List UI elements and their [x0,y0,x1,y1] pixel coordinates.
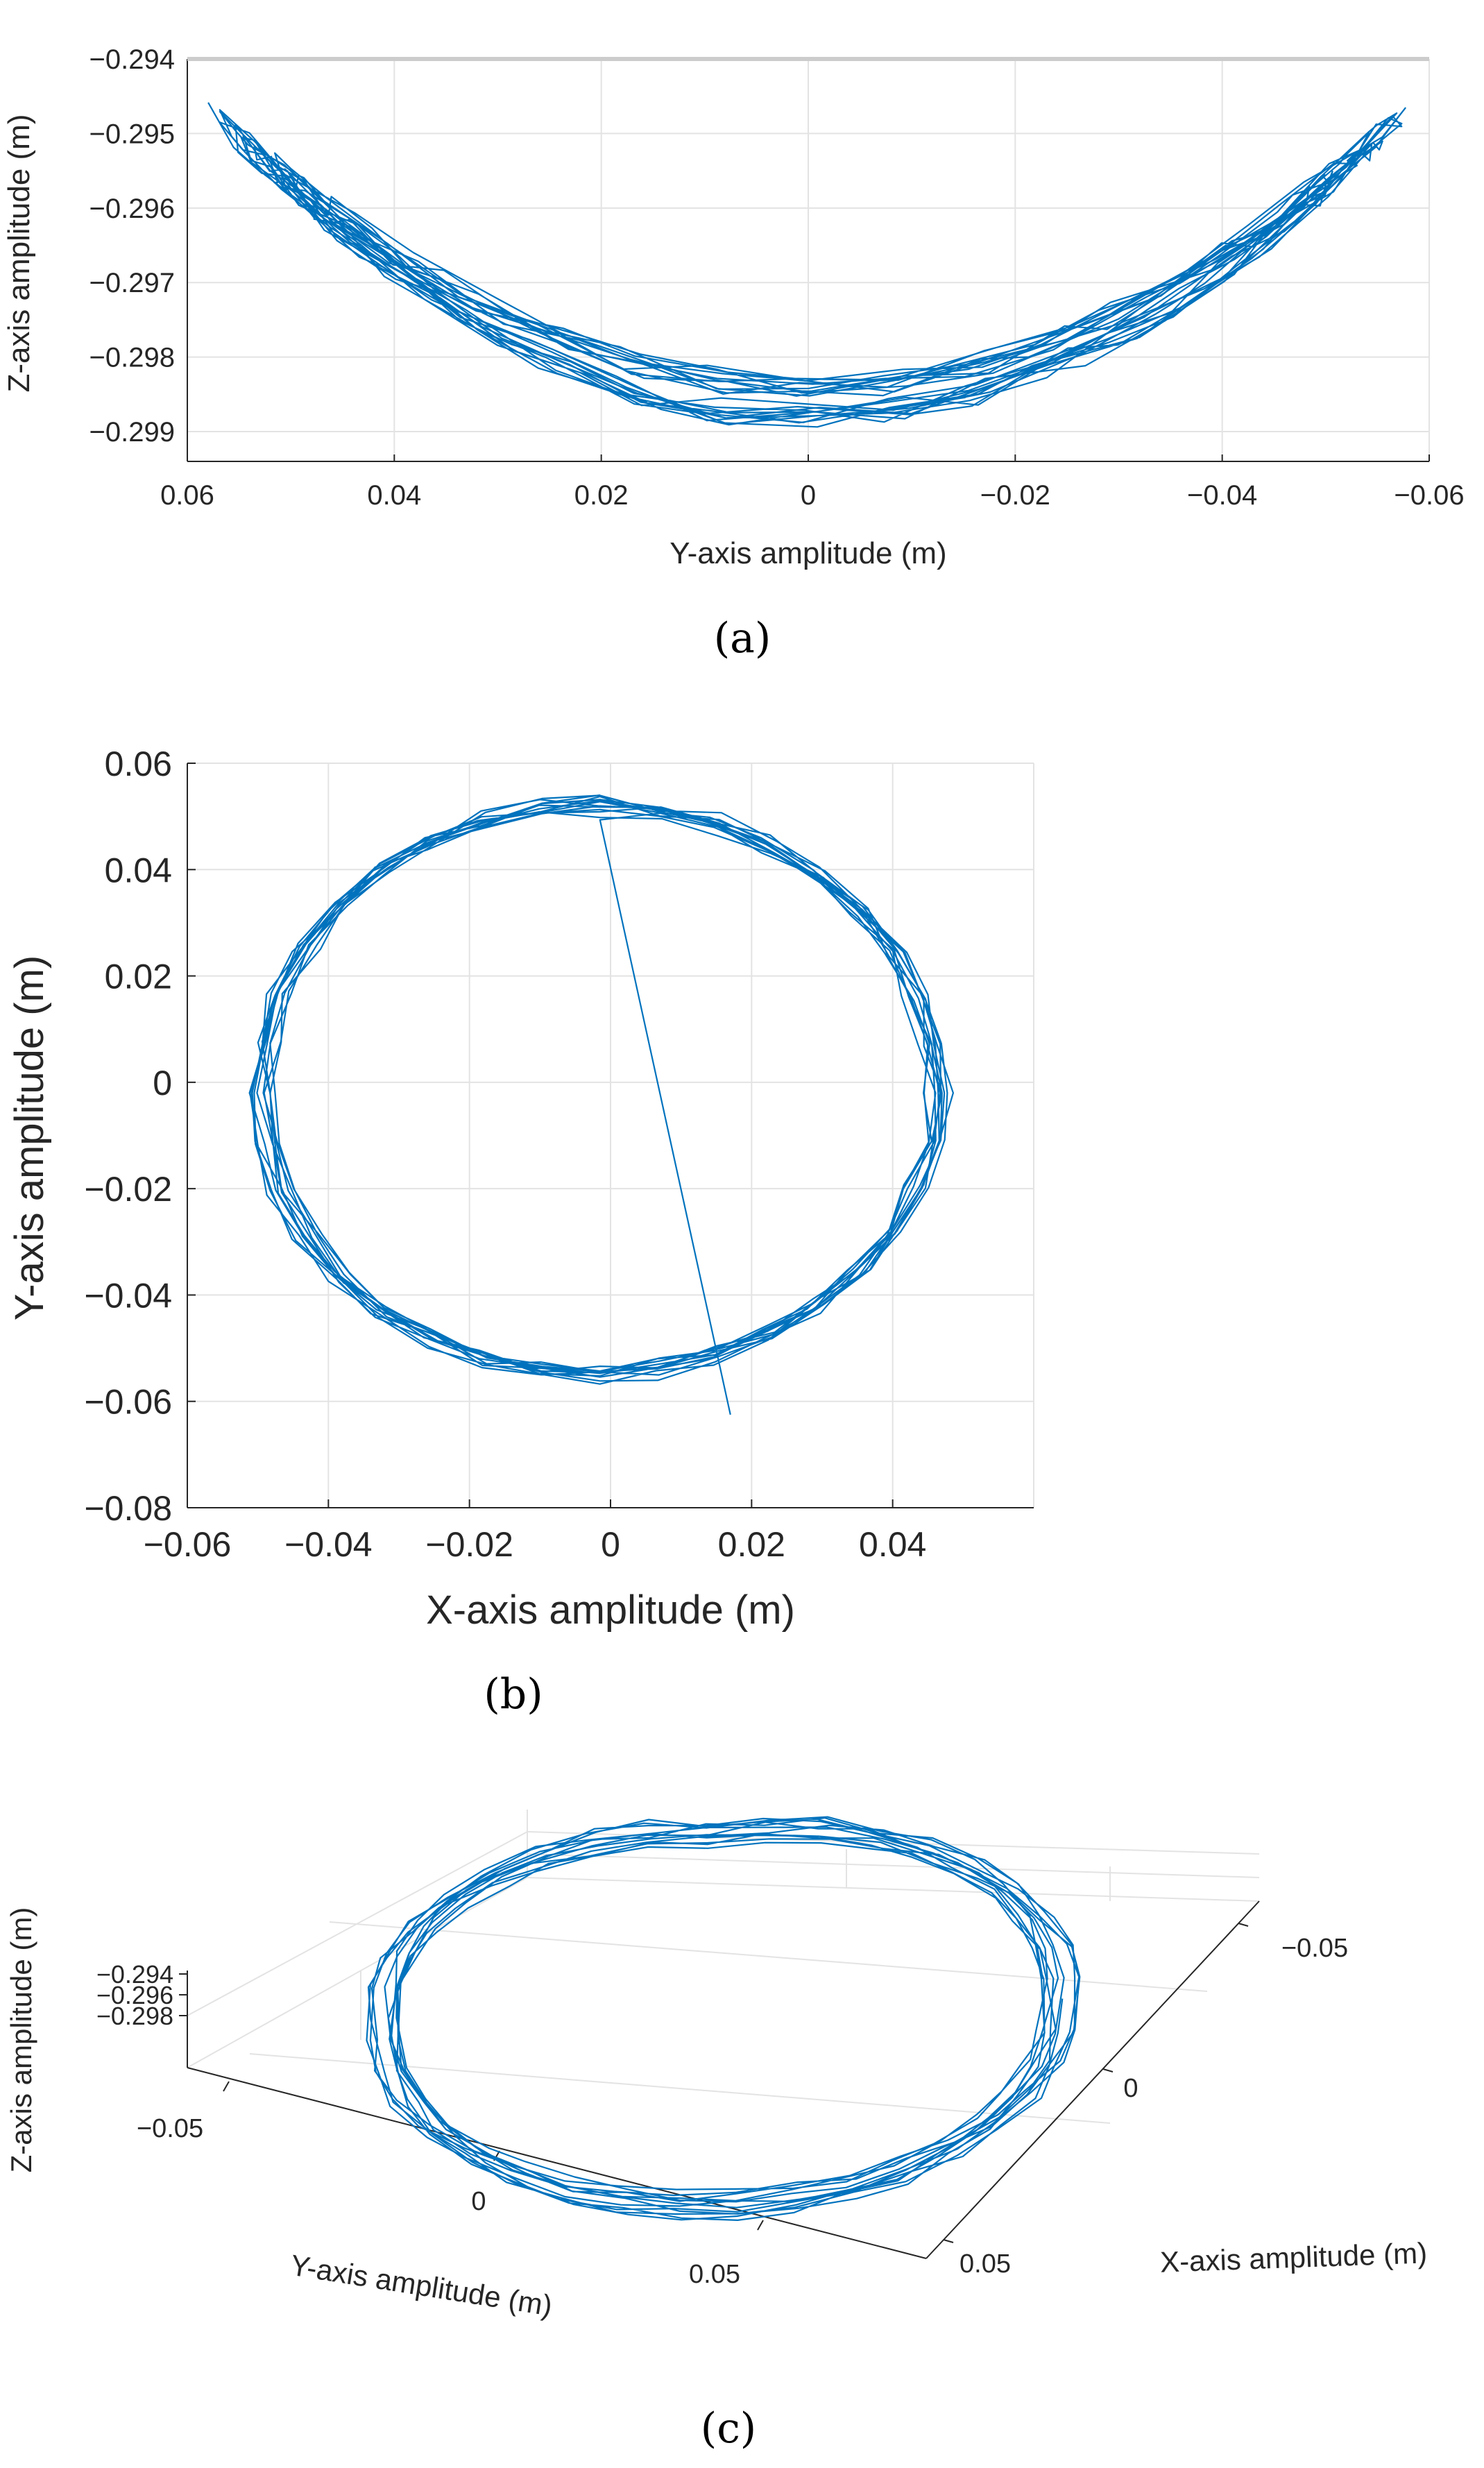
panel-b-ytick-label: 0.02 [105,958,172,996]
panel-b-ytick-label: −0.02 [84,1170,172,1209]
panel-b-xlabel: X-axis amplitude (m) [426,1588,795,1633]
panel-a-trajectory [207,102,1406,428]
panel-b-ylabel: Y-axis amplitude (m) [7,955,52,1320]
panel-b-trajectory [248,794,954,1415]
panel-c-trajectory [366,1816,1081,2221]
panel-b-xtick-label: 0 [601,1525,620,1564]
panel-c-xlabel: X-axis amplitude (m) [1159,2236,1428,2278]
panel-c-3d-box [187,1810,1260,2259]
panel-c-floor-grid [249,2053,1111,2124]
panel-c-side-wall-grid [187,1877,528,2068]
panel-a-xtick-label: 0.06 [160,480,214,511]
panel-a-ytick-label: −0.294 [89,44,175,75]
panel-a-xtick-label: −0.04 [1187,480,1257,511]
panel-c-ytick-label: 0 [471,2187,486,2216]
panel-a-xtick-label: 0 [801,480,816,511]
panel-a-ytick-label: −0.299 [89,417,175,448]
panel-c-zlabel: Z-axis amplitude (m) [5,1907,37,2173]
panel-b: −0.06 −0.04 −0.02 0 0.02 0.04 0.06 0.04 0.02 0 −0.… [7,744,1034,1719]
panel-a-xtick-label: 0.04 [367,480,421,511]
panel-c-ylabel: Y-axis amplitude (m) [288,2249,554,2322]
panel-b-xtick-label: 0.04 [859,1525,926,1564]
panel-c-ztick-label: −0.298 [96,2002,173,2030]
panel-b-xtick-label: −0.06 [144,1525,232,1564]
panel-a-xlabel: Y-axis amplitude (m) [669,536,946,570]
panel-c-caption: (c) [701,2404,756,2453]
panel-c-ztick-label: −0.296 [96,1981,173,2009]
panel-c-floor-grid [329,1921,1208,1992]
panel-c-x-axis [926,1900,1260,2259]
panel-a-xtick-label: 0.02 [574,480,629,511]
panel-b-xtick-label: 0.02 [718,1525,785,1564]
panel-a-caption: (a) [714,614,771,663]
panel-b-ytick-label: −0.08 [84,1489,172,1528]
panel-c-xtick-mark [943,2239,954,2243]
panel-c-back-wall-grid [527,1810,1260,1902]
panel-a-ytick-label: −0.295 [89,119,175,149]
panel-b-ytick-label: −0.06 [84,1383,172,1422]
panel-a-ytick-label: −0.298 [89,343,175,373]
panel-a-ytick-label: −0.297 [89,268,175,298]
panel-c-xtick-mark [1102,2068,1114,2073]
panel-c-xtick-label: −0.05 [1281,1934,1348,1963]
panel-c-xtick-mark [1238,1923,1249,1927]
panel-c-ztick-label: −0.294 [96,1960,173,1989]
panel-c-back-wall-grid [527,1853,1260,1878]
panel-c-y-axis [187,2067,927,2259]
panel-c-xtick-label: 0.05 [960,2249,1011,2279]
panel-c-ytick-mark [223,2081,230,2092]
panel-c-ytick-mark [757,2220,764,2231]
panel-a-ytick-label: −0.296 [89,194,175,224]
panel-c-ytick-label: 0.05 [689,2260,740,2289]
panel-b-ytick-label: 0 [153,1064,172,1103]
panel-a-ylabel: Z-axis amplitude (m) [2,114,36,393]
panel-a-xtick-label: −0.06 [1394,480,1464,511]
panel-c-ytick-label: −0.05 [137,2114,203,2143]
panel-a: 0.06 0.04 0.02 0 −0.02 −0.04 −0.06 −0.294 −0.295… [2,44,1465,663]
panel-b-ytick-label: −0.04 [84,1276,172,1315]
panel-a-xtick-label: −0.02 [980,480,1050,511]
panel-b-ytick-label: 0.04 [105,851,172,890]
panel-c: −0.294−0.296−0.298 −0.05 0 0.05 −0.05 0 0.05 Y… [5,1810,1428,2453]
panel-b-xtick-label: −0.02 [425,1525,513,1564]
panel-b-xtick-label: −0.04 [284,1525,373,1564]
panel-b-ytick-label: 0.06 [105,744,172,783]
panel-b-caption: (b) [484,1670,543,1719]
panel-c-xtick-label: 0 [1123,2074,1138,2103]
